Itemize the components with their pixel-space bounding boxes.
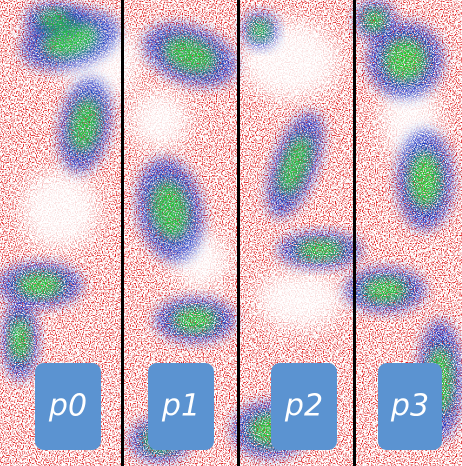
green-patch: [384, 39, 426, 81]
green-patch: [10, 318, 30, 362]
divider: [237, 0, 240, 466]
sparse-patch: [255, 270, 345, 330]
panel-label: p3: [390, 389, 429, 424]
divider: [353, 0, 356, 466]
simulation-image: p0 p1 p2 p3: [0, 0, 462, 466]
green-patch: [297, 240, 343, 260]
green-patch: [364, 9, 386, 31]
divider: [121, 0, 124, 466]
green-patch: [250, 20, 270, 40]
green-patch: [39, 10, 72, 30]
green-patch: [363, 278, 407, 302]
sparse-patch: [130, 90, 190, 150]
green-patch: [410, 153, 441, 208]
sparse-patch: [20, 170, 100, 250]
green-patch: [173, 308, 217, 332]
green-patch: [17, 273, 63, 297]
panel-label: p1: [161, 389, 200, 424]
panel-label: p0: [48, 389, 87, 424]
panel-label: p2: [284, 389, 323, 424]
